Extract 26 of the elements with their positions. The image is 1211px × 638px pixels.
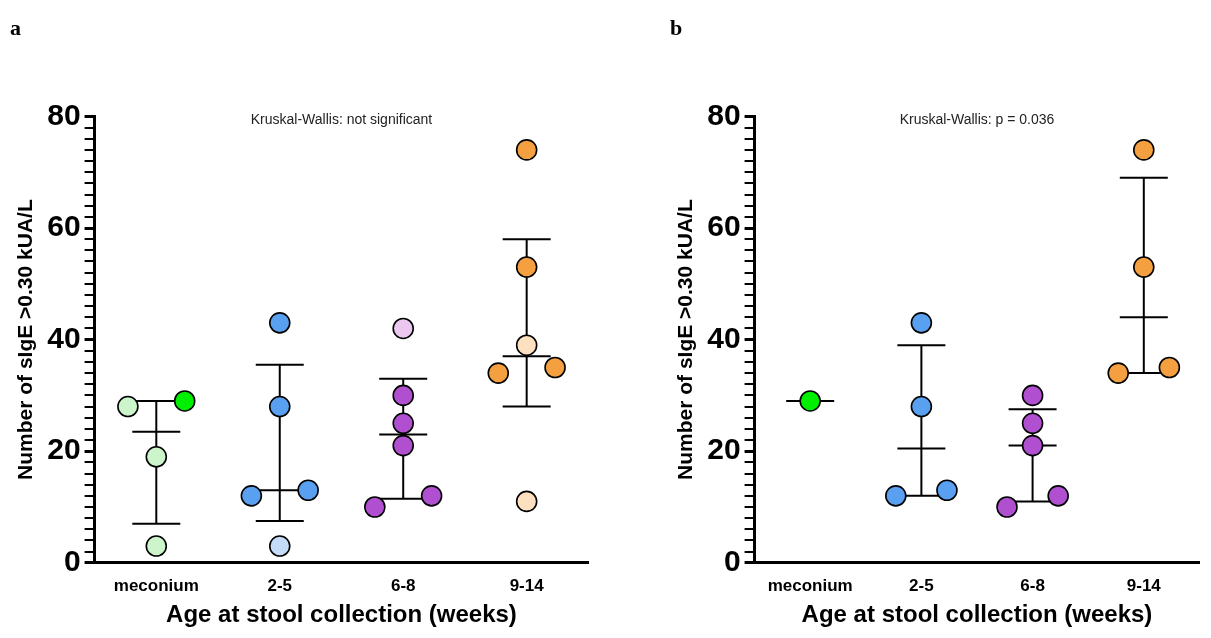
x-tick-label: 9-14 (509, 575, 545, 595)
y-tick-label: 40 (47, 320, 81, 354)
y-tick-label: 60 (47, 209, 81, 243)
x-tick-label: 2-5 (909, 575, 934, 595)
y-tick-label: 60 (707, 209, 741, 243)
y-axis-title: Number of sIgE >0.30 kUA/L (13, 199, 37, 480)
y-axis-title: Number of sIgE >0.30 kUA/L (673, 199, 697, 480)
x-tick-label: meconium (767, 575, 853, 595)
y-tick-label: 0 (723, 544, 741, 578)
x-tick-label: 9-14 (1126, 575, 1162, 595)
annotation: Kruskal-Wallis: not significant (250, 111, 433, 128)
annotation: Kruskal-Wallis: p = 0.036 (899, 111, 1055, 128)
y-tick-label: 80 (47, 97, 81, 131)
y-tick-label: 80 (707, 97, 741, 131)
x-tick-label: 6-8 (390, 575, 416, 595)
chart-title: a (10, 14, 21, 40)
y-tick-label: 0 (63, 544, 81, 578)
x-axis-title: Age at stool collection (weeks) (801, 600, 1153, 628)
y-tick-label: 20 (707, 432, 741, 466)
chart-title: b (670, 14, 683, 40)
x-tick-label: meconium (113, 575, 199, 595)
y-tick-label: 40 (707, 320, 741, 354)
x-tick-label: 6-8 (1020, 575, 1045, 595)
x-axis-title: Age at stool collection (weeks) (166, 600, 517, 628)
x-tick-label: 2-5 (267, 575, 293, 595)
y-tick-label: 20 (47, 432, 81, 466)
